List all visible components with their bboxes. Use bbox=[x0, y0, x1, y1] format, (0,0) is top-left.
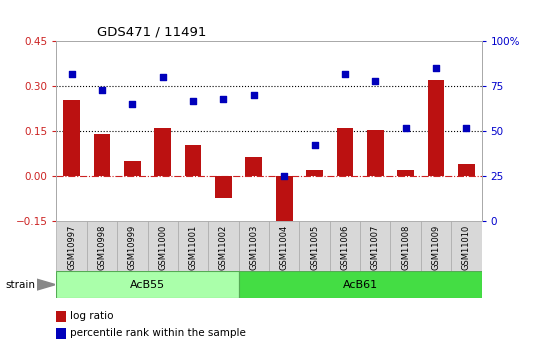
Point bbox=[280, 173, 288, 179]
Bar bbox=[245, 157, 262, 176]
Point bbox=[462, 125, 471, 130]
Bar bbox=[94, 134, 110, 176]
Bar bbox=[360, 221, 391, 271]
Bar bbox=[154, 128, 171, 176]
Text: GSM11008: GSM11008 bbox=[401, 225, 410, 270]
Bar bbox=[185, 145, 201, 176]
Point bbox=[219, 96, 228, 101]
Bar bbox=[367, 130, 384, 176]
Point bbox=[431, 66, 440, 71]
Bar bbox=[56, 328, 66, 339]
Point bbox=[67, 71, 76, 77]
Bar bbox=[276, 176, 293, 236]
Text: AcB55: AcB55 bbox=[130, 280, 165, 289]
Point bbox=[371, 78, 379, 83]
Text: GSM11003: GSM11003 bbox=[249, 225, 258, 270]
Bar bbox=[56, 310, 66, 322]
Text: log ratio: log ratio bbox=[70, 311, 114, 321]
Text: strain: strain bbox=[5, 280, 36, 289]
Bar bbox=[306, 170, 323, 176]
Point bbox=[401, 125, 410, 130]
Bar bbox=[147, 221, 178, 271]
Bar bbox=[421, 221, 451, 271]
Bar bbox=[124, 161, 141, 176]
Text: GSM10999: GSM10999 bbox=[128, 225, 137, 270]
Bar bbox=[239, 271, 482, 298]
Text: AcB61: AcB61 bbox=[343, 280, 378, 289]
Text: GSM11010: GSM11010 bbox=[462, 225, 471, 270]
Bar bbox=[178, 221, 208, 271]
Bar bbox=[428, 80, 444, 176]
Bar bbox=[117, 221, 147, 271]
Text: percentile rank within the sample: percentile rank within the sample bbox=[70, 328, 246, 338]
Text: GSM11005: GSM11005 bbox=[310, 225, 319, 270]
Bar bbox=[63, 100, 80, 176]
Point bbox=[189, 98, 197, 104]
Bar bbox=[269, 221, 299, 271]
Text: GSM11000: GSM11000 bbox=[158, 225, 167, 270]
Bar bbox=[87, 221, 117, 271]
Text: GSM10998: GSM10998 bbox=[97, 225, 107, 270]
Point bbox=[158, 75, 167, 80]
Polygon shape bbox=[37, 279, 55, 290]
Bar bbox=[337, 128, 353, 176]
Point bbox=[341, 71, 349, 77]
Bar bbox=[451, 221, 482, 271]
Text: GSM11007: GSM11007 bbox=[371, 225, 380, 270]
Bar bbox=[215, 176, 232, 198]
Text: GSM11004: GSM11004 bbox=[280, 225, 289, 270]
Bar bbox=[239, 221, 269, 271]
Point bbox=[128, 101, 137, 107]
Bar bbox=[56, 221, 87, 271]
Point bbox=[98, 87, 107, 92]
Bar bbox=[330, 221, 360, 271]
Bar bbox=[299, 221, 330, 271]
Text: GSM11009: GSM11009 bbox=[431, 225, 441, 270]
Bar bbox=[458, 164, 475, 176]
Bar bbox=[208, 221, 239, 271]
Bar bbox=[397, 170, 414, 176]
Point bbox=[250, 92, 258, 98]
Text: GSM10997: GSM10997 bbox=[67, 225, 76, 270]
Text: GDS471 / 11491: GDS471 / 11491 bbox=[97, 26, 206, 39]
Bar bbox=[391, 221, 421, 271]
Text: GSM11001: GSM11001 bbox=[189, 225, 197, 270]
Bar bbox=[56, 271, 239, 298]
Point bbox=[310, 143, 319, 148]
Text: GSM11002: GSM11002 bbox=[219, 225, 228, 270]
Text: GSM11006: GSM11006 bbox=[341, 225, 349, 270]
